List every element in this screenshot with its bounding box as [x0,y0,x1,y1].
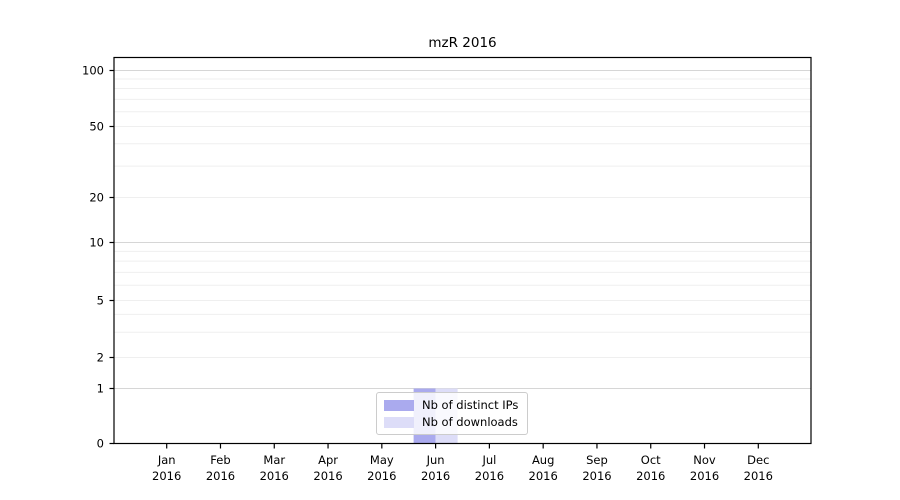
y-tick-label: 2 [97,350,104,364]
x-tick-label-year: 2016 [260,469,289,483]
y-tick-label: 5 [97,293,104,307]
x-tick-label-year: 2016 [529,469,558,483]
legend-swatch-icon [384,399,414,411]
legend-swatch-icon [384,416,414,428]
x-tick-label-month: Jan [157,453,176,467]
x-tick-label-month: Jul [481,453,496,467]
x-tick-label-year: 2016 [475,469,504,483]
x-tick-label-month: Jun [426,453,445,467]
x-tick-label-month: Aug [532,453,554,467]
legend: Nb of distinct IPs Nb of downloads [376,392,529,435]
x-tick-label-month: Nov [693,453,716,467]
y-tick-label: 20 [89,190,104,204]
x-tick-label-year: 2016 [690,469,719,483]
x-tick-label-month: Sep [586,453,608,467]
legend-label: Nb of distinct IPs [422,398,519,412]
x-tick-label-year: 2016 [582,469,611,483]
legend-item: Nb of downloads [384,415,518,429]
x-tick-label-month: May [370,453,394,467]
x-tick-label-year: 2016 [421,469,450,483]
x-tick-label-year: 2016 [367,469,396,483]
x-tick-label-year: 2016 [636,469,665,483]
x-tick-label-year: 2016 [206,469,235,483]
x-tick-label-year: 2016 [152,469,181,483]
legend-item: Nb of distinct IPs [384,398,518,412]
y-tick-label: 100 [82,63,104,77]
x-tick-label-month: Oct [641,453,661,467]
y-tick-label: 10 [89,235,104,249]
x-tick-label-month: Feb [210,453,230,467]
x-tick-label-year: 2016 [313,469,342,483]
y-tick-label: 50 [89,119,104,133]
x-tick-label-month: Dec [747,453,769,467]
y-tick-label: 0 [97,436,104,450]
y-tick-label: 1 [97,381,104,395]
axes-spines [113,56,812,445]
legend-label: Nb of downloads [422,415,518,429]
x-tick-label-month: Mar [263,453,285,467]
chart-title: mzR 2016 [428,35,497,51]
x-tick-label-year: 2016 [744,469,773,483]
x-tick-label-month: Apr [318,453,338,467]
